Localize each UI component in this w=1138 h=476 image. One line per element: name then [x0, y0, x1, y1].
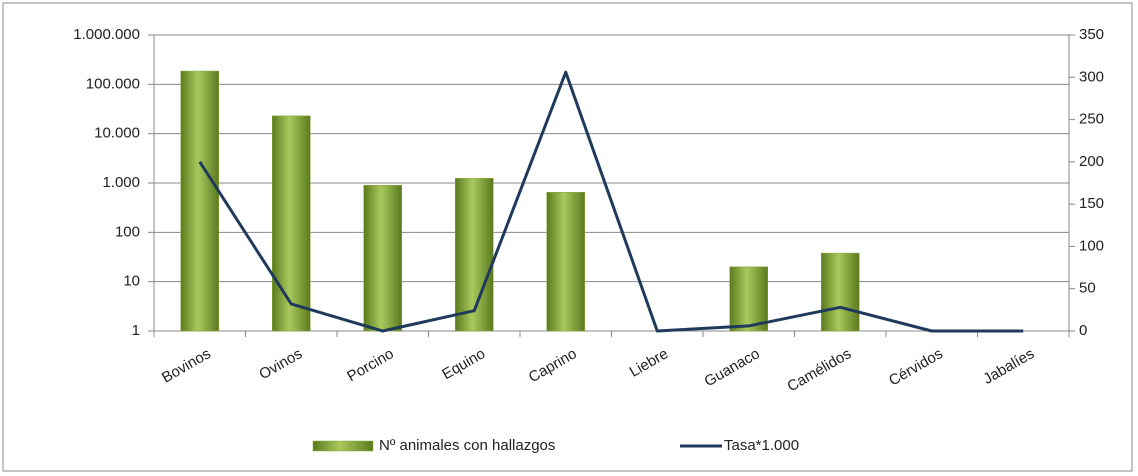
y2-tick-label: 300 [1079, 68, 1104, 85]
bar [455, 177, 494, 332]
legend-label: Nº animales con hallazgos [379, 437, 555, 454]
bar [363, 185, 402, 332]
y-tick-label: 1.000.000 [73, 26, 140, 43]
bar [272, 115, 311, 332]
y-tick-label: 100.000 [86, 75, 140, 92]
y2-tick-label: 350 [1079, 26, 1104, 43]
legend-label: Tasa*1.000 [724, 437, 799, 454]
bar [729, 266, 768, 332]
bar [546, 191, 585, 332]
y-tick-label: 10 [123, 273, 140, 290]
y2-tick-label: 150 [1079, 195, 1104, 212]
y2-tick-label: 0 [1079, 322, 1087, 339]
y2-tick-label: 200 [1079, 153, 1104, 170]
y-tick-label: 10.000 [94, 125, 140, 142]
bar [180, 70, 219, 332]
y2-tick-label: 50 [1079, 280, 1096, 297]
legend-swatch [312, 440, 374, 452]
y-tick-label: 1 [132, 322, 140, 339]
y2-tick-label: 250 [1079, 111, 1104, 128]
y-tick-label: 1.000 [102, 174, 140, 191]
line [198, 70, 1024, 333]
bar [821, 252, 860, 332]
y2-tick-label: 100 [1079, 237, 1104, 254]
y-tick-label: 100 [115, 223, 140, 240]
